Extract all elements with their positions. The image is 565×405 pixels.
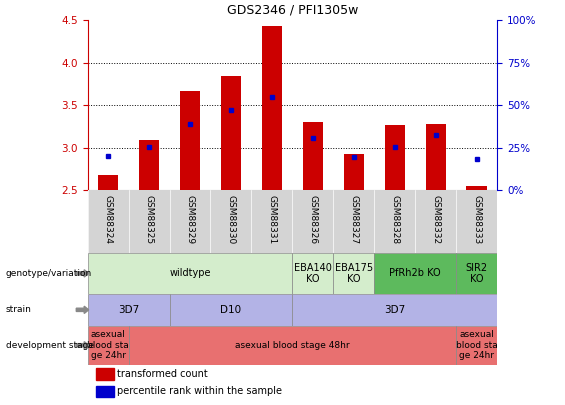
Bar xyxy=(95,386,114,397)
Text: PfRh2b KO: PfRh2b KO xyxy=(389,269,441,278)
Bar xyxy=(467,186,487,190)
Text: transformed count: transformed count xyxy=(117,369,208,379)
Bar xyxy=(457,190,497,253)
Text: strain: strain xyxy=(6,305,32,314)
Bar xyxy=(129,326,457,364)
Bar xyxy=(251,190,293,253)
Text: GSM88324: GSM88324 xyxy=(103,195,112,244)
Text: GSM88328: GSM88328 xyxy=(390,195,399,245)
Text: D10: D10 xyxy=(220,305,241,315)
Text: EBA175
KO: EBA175 KO xyxy=(335,262,373,284)
Text: SIR2
KO: SIR2 KO xyxy=(466,262,488,284)
Bar xyxy=(88,190,129,253)
Bar xyxy=(344,154,364,190)
Bar xyxy=(333,253,374,294)
Bar xyxy=(425,124,446,190)
Text: GSM88326: GSM88326 xyxy=(308,195,318,245)
Bar xyxy=(211,190,251,253)
Text: 3D7: 3D7 xyxy=(384,305,406,315)
Text: 3D7: 3D7 xyxy=(118,305,139,315)
Text: development stage: development stage xyxy=(6,341,94,350)
Text: GSM88332: GSM88332 xyxy=(431,195,440,245)
Text: GSM88325: GSM88325 xyxy=(145,195,154,245)
Bar xyxy=(139,140,159,190)
Text: genotype/variation: genotype/variation xyxy=(6,269,92,278)
Bar xyxy=(457,326,497,364)
Text: asexual blood stage 48hr: asexual blood stage 48hr xyxy=(235,341,350,350)
Text: asexual
blood sta
ge 24hr: asexual blood sta ge 24hr xyxy=(456,330,498,360)
Bar xyxy=(95,368,114,380)
Bar xyxy=(374,190,415,253)
Text: percentile rank within the sample: percentile rank within the sample xyxy=(117,386,282,396)
Text: GSM88327: GSM88327 xyxy=(349,195,358,245)
Bar xyxy=(129,190,170,253)
Bar xyxy=(170,294,293,326)
Bar xyxy=(457,253,497,294)
Text: GSM88331: GSM88331 xyxy=(267,195,276,245)
Bar xyxy=(221,77,241,190)
Bar xyxy=(385,125,405,190)
Bar xyxy=(180,91,200,190)
Bar xyxy=(88,294,170,326)
Text: asexual
blood sta
ge 24hr: asexual blood sta ge 24hr xyxy=(87,330,129,360)
Bar xyxy=(262,26,282,190)
Bar xyxy=(375,253,457,294)
Bar xyxy=(303,122,323,190)
Bar xyxy=(293,253,333,294)
Bar xyxy=(88,253,293,294)
Bar xyxy=(293,294,497,326)
Text: GSM88333: GSM88333 xyxy=(472,195,481,245)
Text: wildtype: wildtype xyxy=(170,269,211,278)
Bar xyxy=(170,190,210,253)
Bar xyxy=(88,326,129,364)
Bar xyxy=(415,190,457,253)
Bar xyxy=(333,190,374,253)
Text: GSM88329: GSM88329 xyxy=(185,195,194,245)
Text: EBA140
KO: EBA140 KO xyxy=(294,262,332,284)
Title: GDS2346 / PFI1305w: GDS2346 / PFI1305w xyxy=(227,3,358,16)
Text: GSM88330: GSM88330 xyxy=(227,195,236,245)
Bar xyxy=(293,190,333,253)
Bar xyxy=(98,175,118,190)
